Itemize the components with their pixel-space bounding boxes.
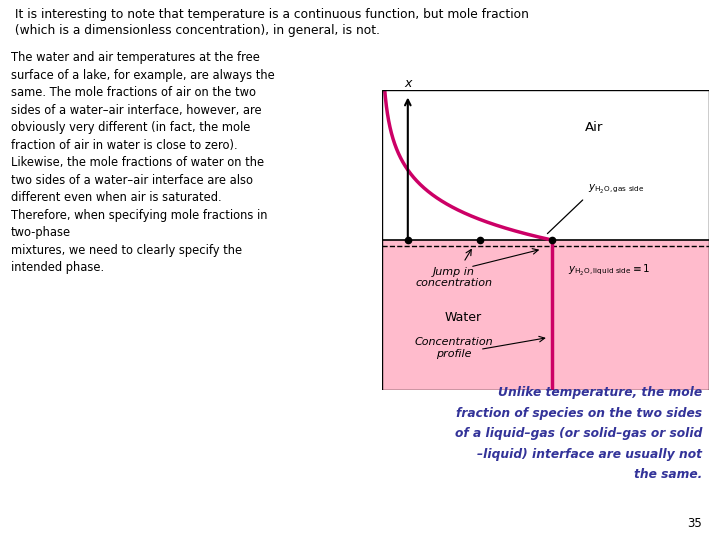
Text: Unlike temperature, the mole: Unlike temperature, the mole xyxy=(498,386,702,399)
Text: Concentration
profile: Concentration profile xyxy=(414,337,493,359)
Text: of a liquid–gas (or solid–gas or solid: of a liquid–gas (or solid–gas or solid xyxy=(454,427,702,440)
Text: fraction of species on the two sides: fraction of species on the two sides xyxy=(456,407,702,420)
Text: the same.: the same. xyxy=(634,468,702,481)
Text: The water and air temperatures at the free
surface of a lake, for example, are a: The water and air temperatures at the fr… xyxy=(11,51,274,274)
Text: Water: Water xyxy=(445,312,482,325)
Text: It is interesting to note that temperature is a continuous function, but mole fr: It is interesting to note that temperatu… xyxy=(11,8,528,21)
Text: $y_{\mathsf{H_2O,gas\ side}}$: $y_{\mathsf{H_2O,gas\ side}}$ xyxy=(588,182,644,195)
Text: x: x xyxy=(404,77,412,90)
Text: –liquid) interface are usually not: –liquid) interface are usually not xyxy=(477,448,702,461)
Text: Air: Air xyxy=(585,121,604,134)
Bar xyxy=(382,240,709,390)
Text: $y_{\mathsf{H_2O,liquid\ side}}\equiv 1$: $y_{\mathsf{H_2O,liquid\ side}}\equiv 1$ xyxy=(568,262,651,278)
Text: Jump in
concentration: Jump in concentration xyxy=(415,267,492,288)
Text: (which is a dimensionless concentration), in general, is not.: (which is a dimensionless concentration)… xyxy=(11,24,380,37)
Text: 35: 35 xyxy=(688,517,702,530)
